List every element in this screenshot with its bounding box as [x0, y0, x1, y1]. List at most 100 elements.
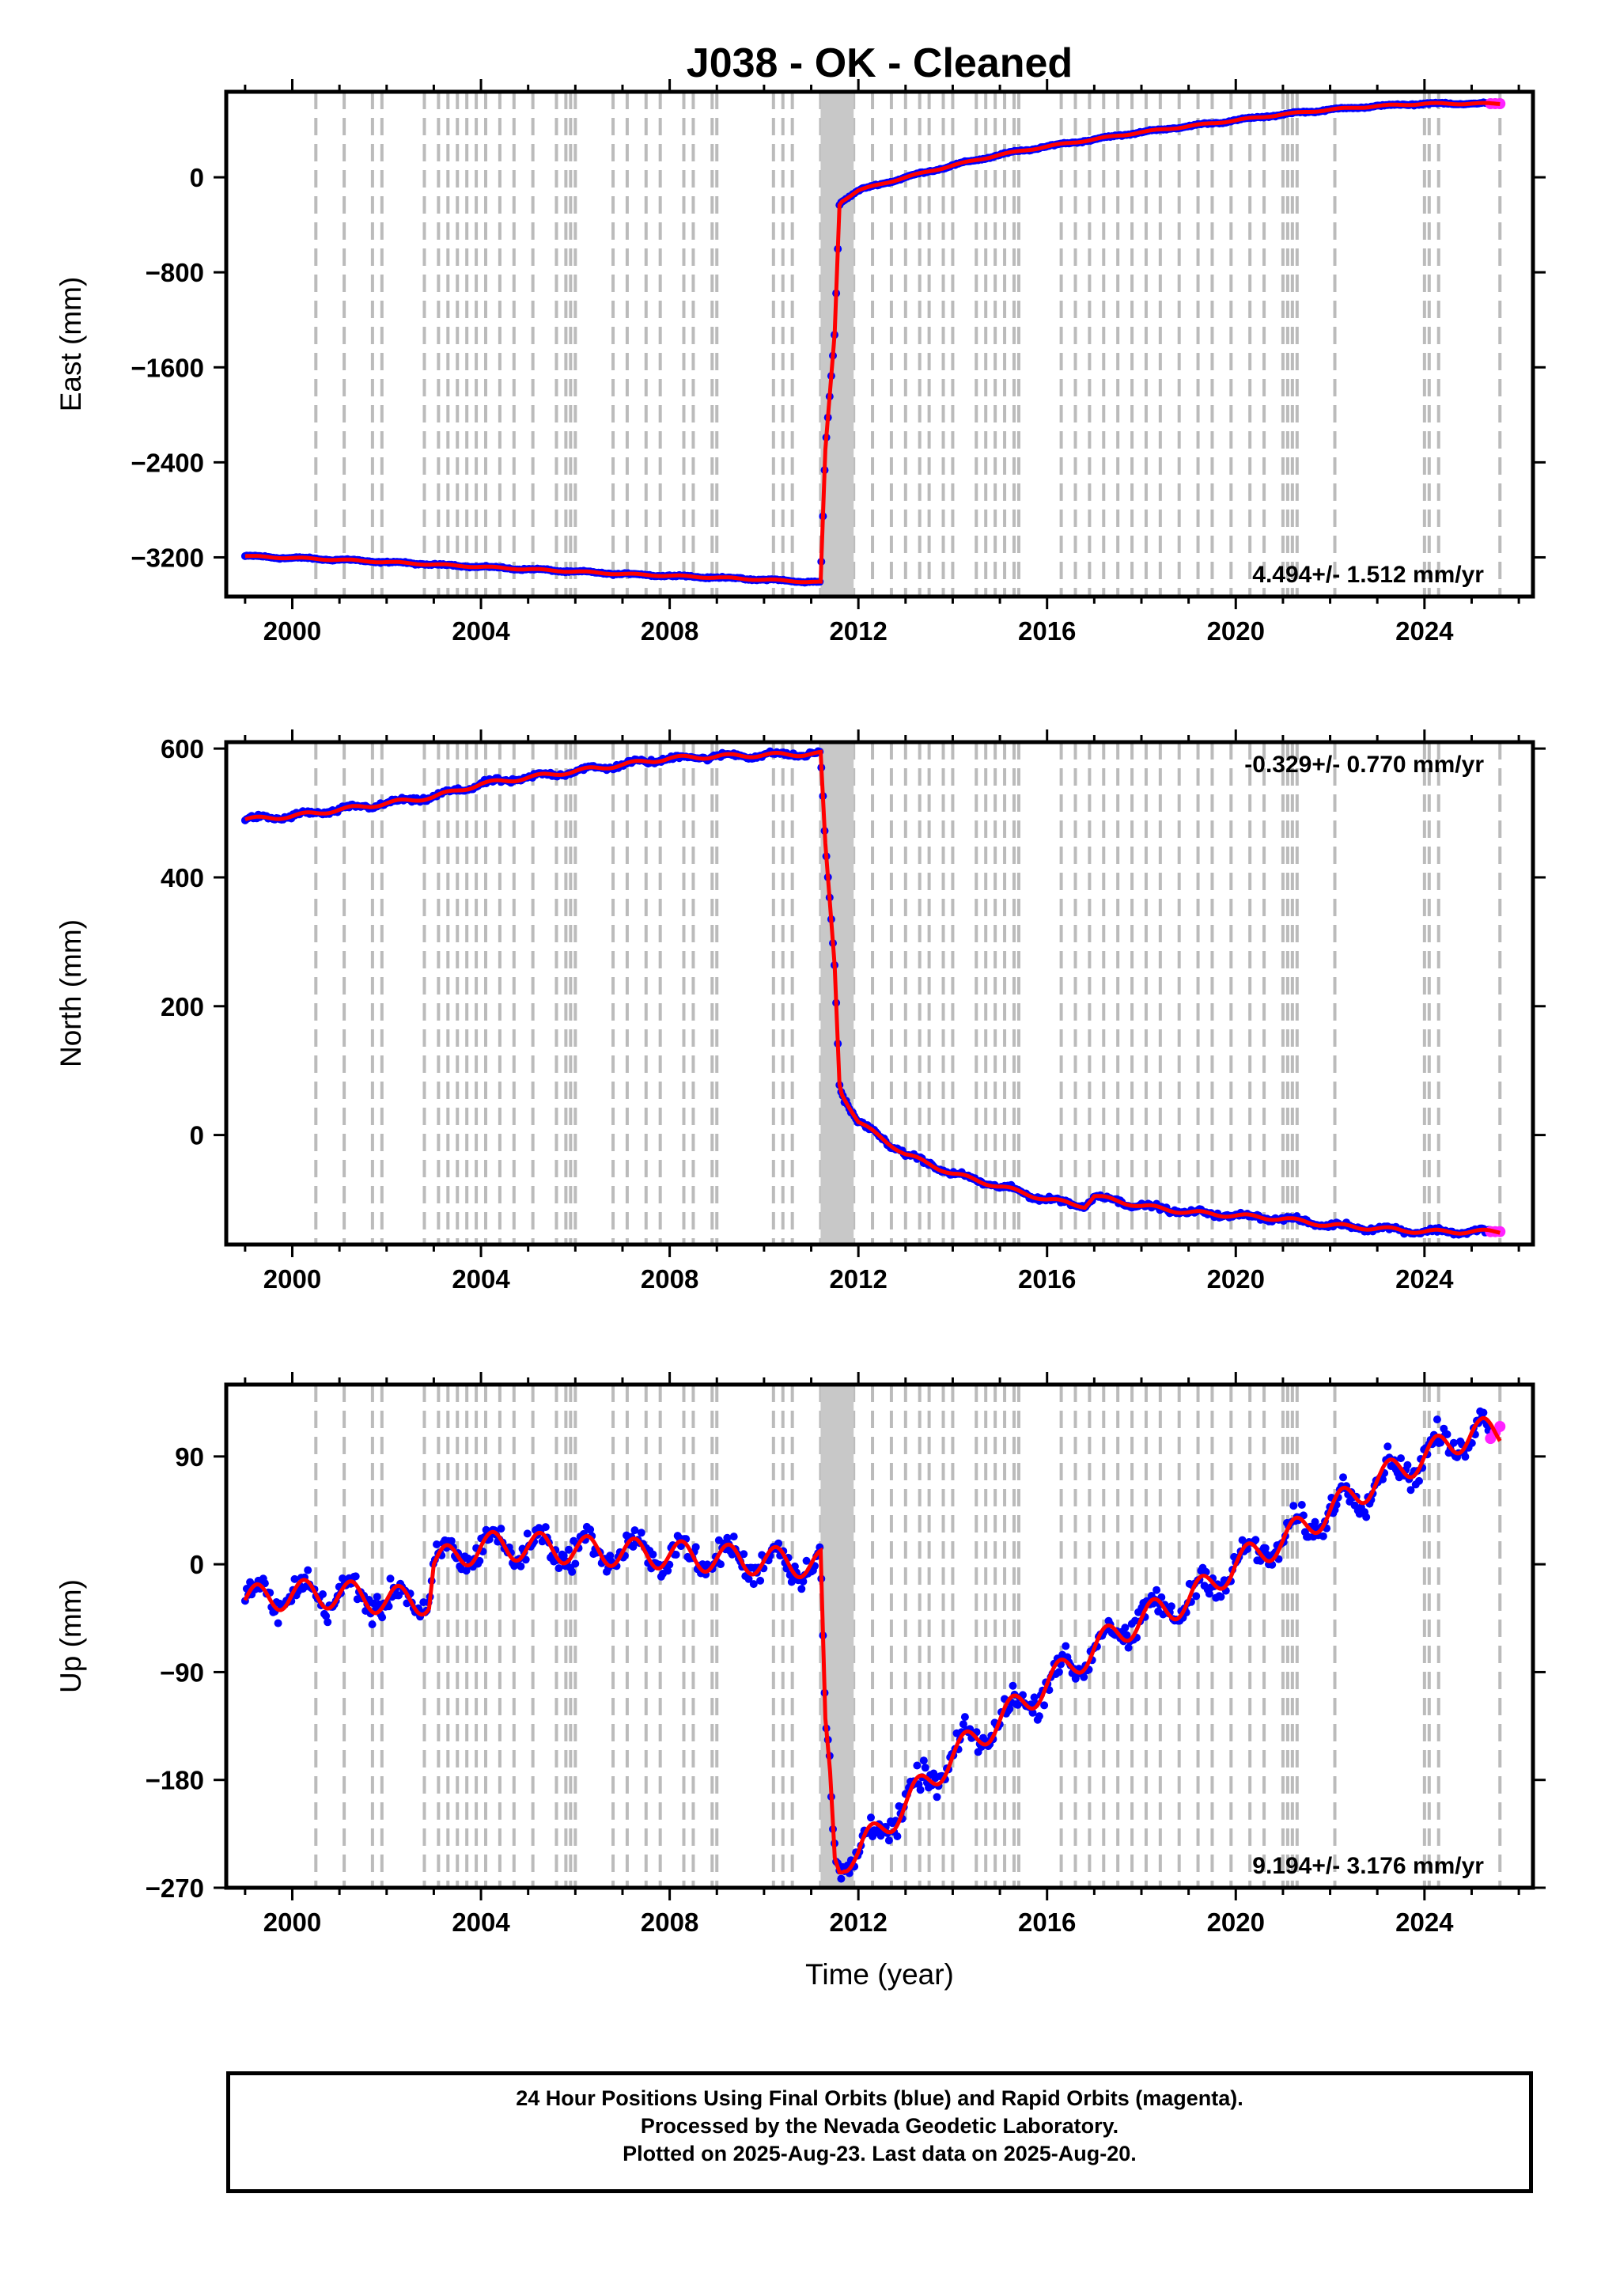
final-orbit-point [1297, 1501, 1306, 1509]
rate-label: 9.194+/- 3.176 mm/yr [1252, 1853, 1484, 1879]
y-axis-label: North (mm) [55, 919, 87, 1067]
final-orbit-point [1251, 1536, 1260, 1544]
final-orbit-point [740, 1550, 748, 1559]
final-orbit-point [672, 1551, 680, 1559]
final-orbit-point [893, 1832, 902, 1840]
footer-line-3: Plotted on 2025-Aug-23. Last data on 202… [623, 2142, 1137, 2165]
y-tick-label: 0 [190, 163, 204, 192]
model-fit-line [243, 1415, 1502, 1875]
x-tick-label: 2020 [1207, 1908, 1265, 1937]
x-tick-label: 2004 [452, 1264, 510, 1294]
final-orbit-point [867, 1813, 875, 1822]
final-orbit-point [386, 1574, 395, 1583]
final-orbit-point [1013, 1700, 1022, 1709]
y-tick-label: 0 [190, 1121, 204, 1150]
panel-frame [224, 740, 1535, 1247]
y-tick-label: 90 [175, 1442, 204, 1472]
final-orbit-point [1449, 1438, 1458, 1447]
event-lines [314, 1385, 1502, 1888]
final-orbit-point [554, 1564, 563, 1573]
final-orbit-point [571, 1559, 580, 1568]
final-orbit-point [464, 1554, 472, 1563]
y-tick-label: 0 [190, 1550, 204, 1579]
final-orbit-point [1009, 1681, 1017, 1690]
x-tick-label: 2024 [1395, 616, 1454, 646]
rapid-orbit-point [1494, 1421, 1506, 1432]
y-tick-label: −180 [146, 1766, 204, 1795]
final-orbit-point [1028, 1708, 1037, 1717]
final-orbit-point [1005, 1704, 1014, 1713]
final-orbit-point [351, 1572, 360, 1581]
final-orbit-point [433, 1540, 441, 1548]
final-orbit-point [630, 1526, 639, 1535]
final-orbit-point [729, 1533, 738, 1541]
rate-label: 4.494+/- 1.512 mm/yr [1252, 562, 1484, 588]
final-orbit-point [1054, 1668, 1063, 1677]
final-orbit-point [384, 1602, 393, 1611]
final-orbit-point [1121, 1623, 1130, 1632]
final-orbit-point [274, 1619, 282, 1627]
final-orbit-point [1319, 1532, 1327, 1540]
final-orbit-point [744, 1574, 753, 1583]
final-orbit-point [1406, 1486, 1415, 1495]
final-orbit-point [1040, 1701, 1049, 1710]
final-orbit-point [837, 1874, 846, 1883]
x-tick-label: 2016 [1018, 1264, 1076, 1294]
final-orbit-point [290, 1574, 299, 1583]
final-orbit-point [1479, 1408, 1488, 1417]
final-orbit-point [1035, 1712, 1043, 1721]
x-tick-label: 2004 [452, 616, 510, 646]
final-orbit-point [523, 1529, 532, 1538]
x-tick-label: 2008 [641, 1264, 698, 1294]
x-tick-label: 2012 [829, 1264, 887, 1294]
x-axis-label: Time (year) [805, 1958, 954, 1991]
final-orbit-point [717, 1560, 725, 1569]
final-orbit-point [1167, 1602, 1175, 1611]
y-tick-label: −270 [146, 1874, 204, 1903]
final-orbit-point [1362, 1513, 1371, 1521]
final-orbit-point [339, 1574, 346, 1582]
y-axis-label: East (mm) [55, 277, 87, 412]
final-orbit-point [1461, 1453, 1470, 1461]
y-tick-label: −2400 [131, 448, 204, 477]
final-orbit-point [586, 1525, 595, 1534]
y-tick-label: −800 [146, 258, 204, 287]
final-orbit-point [475, 1556, 484, 1565]
y-tick-label: −90 [160, 1658, 204, 1687]
final-orbit-point [1030, 1693, 1039, 1702]
x-tick-label: 2012 [829, 1908, 887, 1937]
gps-time-series-chart: J038 - OK - Cleaned Time (year) 2000 2004… [55, 40, 1546, 1991]
final-orbit-point [447, 1536, 456, 1545]
panel-north: 2000 2004 2008 2012 2016 2020 2024 0 200 400 600 No… [55, 729, 1546, 1294]
final-orbit-point [565, 1545, 573, 1554]
y-tick-label: 400 [161, 863, 204, 892]
x-tick-label: 2016 [1018, 616, 1076, 646]
final-orbit-point [1415, 1476, 1423, 1485]
final-orbit-point [1261, 1544, 1270, 1552]
y-tick-label: −3200 [131, 543, 204, 572]
final-orbit-point [1379, 1475, 1387, 1483]
final-orbit-point [749, 1580, 758, 1589]
footer-line-1: 24 Hour Positions Using Final Orbits (bl… [516, 2086, 1243, 2110]
final-orbit-point [559, 1552, 568, 1560]
x-tick-label: 2000 [263, 1908, 321, 1937]
panel-frame [224, 89, 1535, 599]
final-orbit-point [1122, 1631, 1131, 1639]
chart-title: J038 - OK - Cleaned [687, 40, 1073, 86]
x-tick-label: 2020 [1207, 1264, 1265, 1294]
final-orbit-point [884, 1836, 893, 1845]
footer-line-2: Processed by the Nevada Geodetic Laborat… [640, 2114, 1119, 2138]
final-orbit-point [319, 1590, 327, 1598]
final-orbit-point [304, 1566, 312, 1574]
final-orbit-point [497, 1525, 505, 1533]
x-tick-label: 2000 [263, 1264, 321, 1294]
final-orbit-point [462, 1567, 471, 1575]
x-tick-label: 2008 [641, 616, 698, 646]
event-lines [314, 92, 1502, 597]
panel-up: 2000 2004 2008 2012 2016 2020 2024 90 0 −90 −180 −2… [55, 1372, 1546, 1937]
panel-east: 2000 2004 2008 2012 2016 2020 2024 0 −800 −1600 −2… [55, 79, 1546, 646]
x-tick-label: 2020 [1207, 616, 1265, 646]
final-orbit-point [378, 1613, 387, 1622]
final-orbit-point [1443, 1430, 1451, 1438]
panel-frame [224, 1382, 1535, 1890]
